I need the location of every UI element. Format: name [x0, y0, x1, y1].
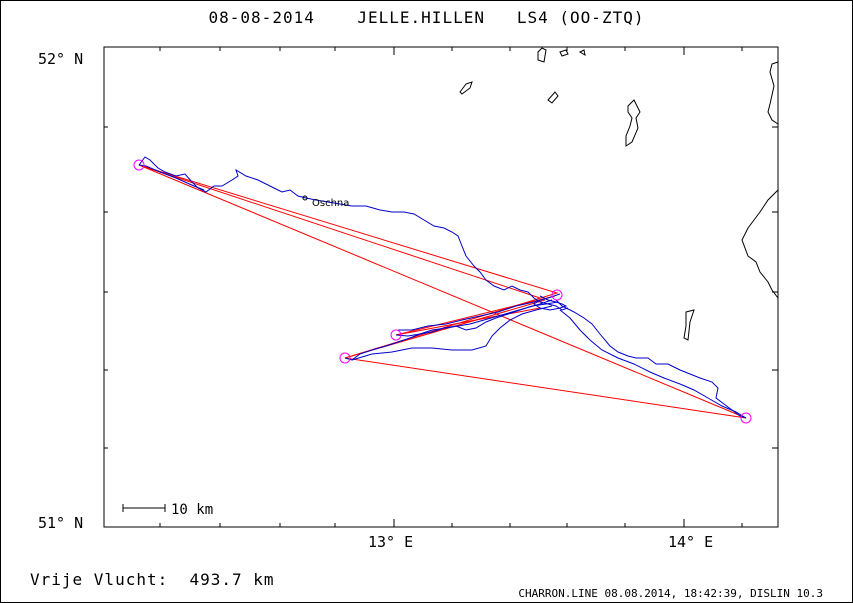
track-segment — [138, 164, 205, 191]
pilot-name: JELLE.HILLEN — [357, 8, 485, 27]
lake-outline — [459, 81, 473, 95]
turnpoint-marker — [390, 329, 402, 341]
flight-track — [138, 156, 747, 419]
scale-label: 10 km — [171, 502, 213, 518]
credit-line: CHARRON.LINE 08.08.2014, 18:42:39, DISLI… — [518, 587, 823, 600]
track-segment — [533, 295, 568, 311]
track-segment — [395, 301, 559, 337]
lake-outline — [578, 49, 586, 57]
turnpoint-marker — [133, 159, 145, 171]
lake-outline — [559, 49, 569, 57]
task-lines — [138, 164, 747, 419]
distance-readout: Vrije Vlucht: 493.7 km — [30, 570, 275, 589]
coastline — [767, 61, 779, 125]
lake-outline — [537, 47, 547, 63]
flight-title: 08-08-2014 JELLE.HILLEN LS4 (OO-ZTQ) — [0, 8, 853, 27]
track-segment — [138, 156, 569, 311]
task-line — [395, 307, 541, 336]
lake-outline — [547, 91, 559, 104]
task-line — [138, 164, 541, 299]
turnpoint-marker — [740, 412, 752, 424]
track-segment — [351, 305, 553, 361]
scale-bar — [122, 504, 166, 512]
coastline — [741, 189, 779, 299]
lon-label-13: 13° E — [368, 533, 414, 551]
water-outlines — [459, 47, 779, 341]
flight-date: 08-08-2014 — [208, 8, 315, 27]
track-segment — [344, 299, 553, 361]
lon-label-14: 14° E — [668, 533, 714, 551]
turnpoint-marker — [339, 352, 351, 364]
turnpoints — [133, 159, 752, 424]
lat-label-bottom: 51° N — [38, 514, 84, 532]
track-segment — [559, 309, 747, 419]
lat-label-top: 52° N — [38, 50, 84, 68]
lake-outline — [683, 309, 695, 341]
place-dot — [302, 195, 308, 201]
tick-marks — [104, 46, 778, 528]
map-border — [103, 46, 779, 528]
task-line — [138, 164, 747, 419]
turnpoint-marker — [551, 289, 563, 301]
lake-outline — [625, 99, 641, 147]
track-segment — [555, 299, 747, 419]
task-line — [395, 295, 556, 336]
glider-id: LS4 (OO-ZTQ) — [516, 8, 645, 27]
place-label: Oschna — [312, 198, 349, 209]
